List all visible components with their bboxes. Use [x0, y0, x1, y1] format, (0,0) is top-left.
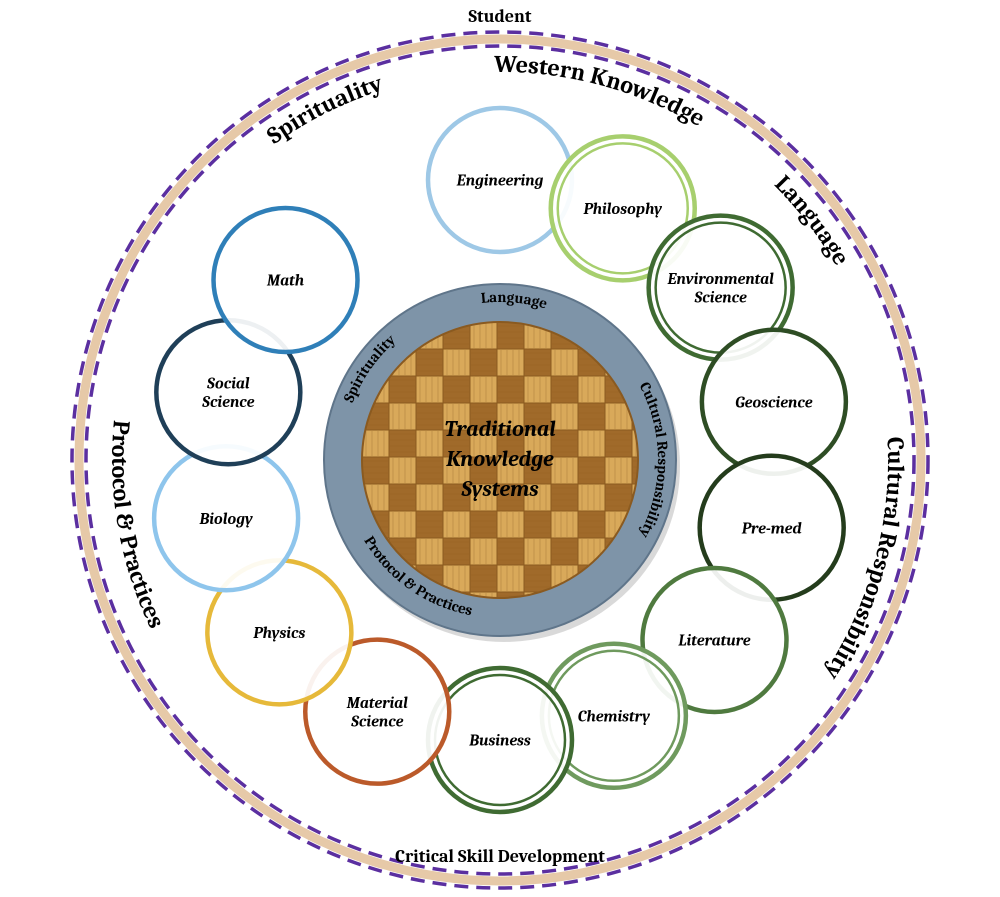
student-label: Student	[469, 6, 532, 27]
center-title-line: Systems	[460, 476, 539, 502]
discipline-label: Physics	[252, 624, 305, 642]
center-title-line: Traditional	[444, 416, 556, 442]
discipline-label: Science	[201, 393, 255, 411]
discipline-circle: Math	[214, 208, 358, 352]
discipline-label: Environmental	[666, 270, 774, 288]
critical-skill-label: Critical Skill Development	[395, 846, 605, 867]
discipline-label: Geoscience	[735, 393, 813, 411]
discipline-label: Pre-med	[741, 519, 803, 537]
discipline-label: Engineering	[456, 172, 544, 190]
discipline-label: Business	[468, 732, 531, 750]
discipline-label: Chemistry	[578, 707, 650, 725]
discipline-label: Science	[693, 288, 747, 306]
inner-hub: Traditional Knowledge Systems	[324, 284, 680, 642]
discipline-label: Science	[350, 712, 404, 730]
discipline-label: Material	[346, 694, 409, 712]
discipline-label: Math	[266, 272, 305, 290]
discipline-circle: Geoscience	[702, 330, 846, 474]
discipline-label: Philosophy	[582, 200, 662, 218]
discipline-circle: Business	[428, 668, 572, 812]
discipline-label: Biology	[198, 510, 252, 528]
discipline-label: Literature	[677, 632, 750, 650]
discipline-circle: Biology	[154, 446, 298, 590]
center-title-line: Knowledge	[445, 446, 554, 472]
discipline-circle: Engineering	[428, 108, 572, 252]
discipline-label: Social	[206, 375, 250, 393]
